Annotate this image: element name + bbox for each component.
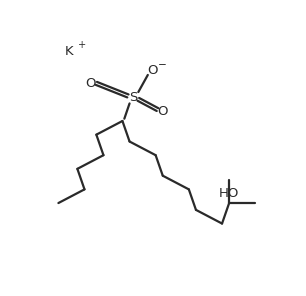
Text: S: S [129, 91, 137, 104]
Text: −: − [158, 60, 166, 70]
Text: HO: HO [219, 187, 239, 200]
Text: +: + [78, 40, 86, 50]
Text: O: O [147, 64, 157, 77]
Text: O: O [158, 105, 168, 118]
Text: O: O [85, 77, 96, 90]
Text: K: K [65, 45, 73, 58]
